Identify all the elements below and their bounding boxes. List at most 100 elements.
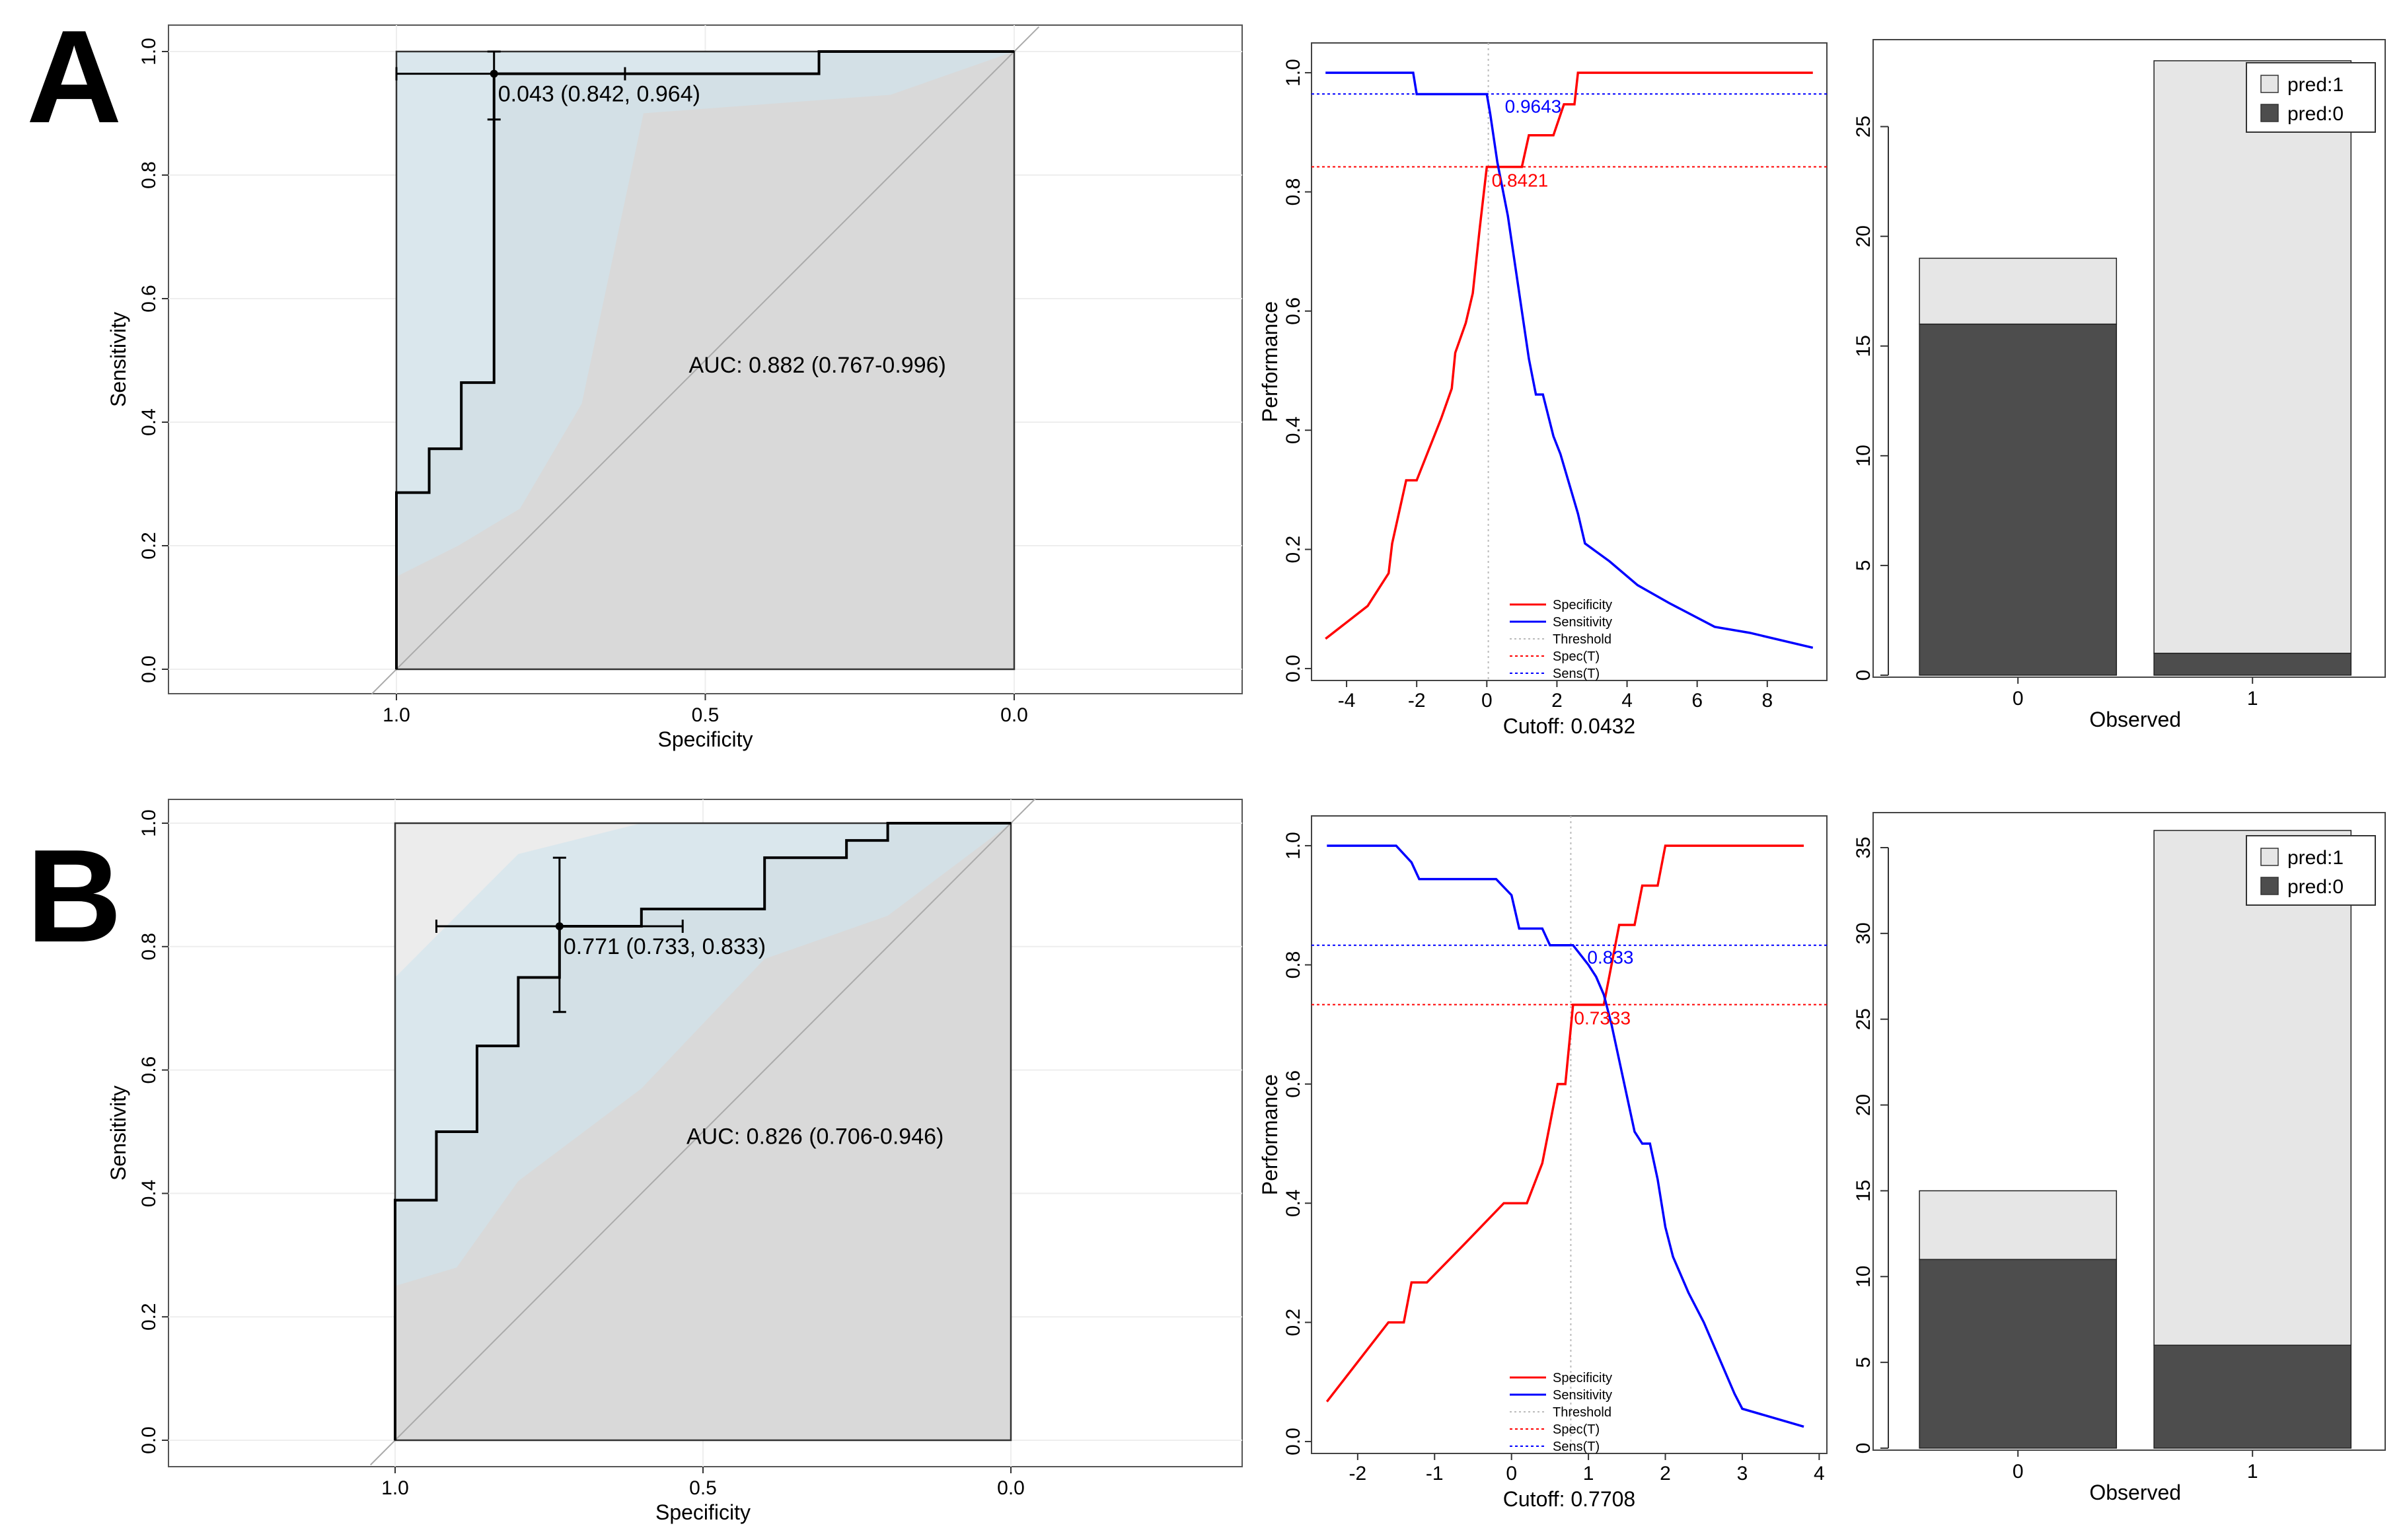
legend-swatch: [2260, 75, 2279, 93]
y-tick-label: 1.0: [1282, 832, 1304, 860]
legend-label: Spec(T): [1553, 649, 1600, 664]
auc-label: AUC: 0.826 (0.706-0.946): [686, 1124, 944, 1150]
y-tick-label: 35: [1853, 836, 1874, 858]
legend-label: Sens(T): [1553, 1440, 1600, 1454]
x-axis-title: Observed: [2089, 1481, 2181, 1504]
x-tick-label: 8: [1761, 690, 1773, 712]
y-tick-label: 20: [1853, 225, 1874, 247]
x-tick-label: -4: [1338, 690, 1356, 712]
x-tick-label: -2: [1349, 1463, 1367, 1485]
x-axis-title: Observed: [2089, 708, 2181, 731]
y-tick-label: 0.6: [138, 285, 160, 312]
roc-inner-frame: [395, 50, 1016, 671]
legend-label: Threshold: [1553, 632, 1611, 647]
x-tick-label: -1: [1426, 1463, 1444, 1485]
legend-swatch: [2260, 104, 2279, 122]
panel-label-a: A: [26, 3, 122, 151]
bar-pred-1-0: [1919, 1190, 2118, 1261]
y-tick-label: 15: [1853, 335, 1874, 357]
x-tick-label: 0.0: [997, 1477, 1025, 1499]
x-tick-label: 0: [1481, 690, 1493, 712]
x-tick-label: -2: [1408, 690, 1426, 712]
x-tick-label: 0: [1506, 1463, 1517, 1485]
x-axis-title: Cutoff: 0.0432: [1503, 714, 1635, 738]
legend-label: Specificity: [1553, 1371, 1612, 1385]
bar-pred-1-0: [1919, 258, 2118, 325]
y-tick-label: 25: [1853, 1008, 1874, 1030]
legend-label: Sensitivity: [1553, 615, 1612, 630]
bar-pred-0-0: [1919, 323, 2118, 676]
threshold-label: 0.771 (0.733, 0.833): [564, 934, 766, 959]
x-axis-title: Cutoff: 0.7708: [1503, 1487, 1635, 1511]
x-tick-label: 0.5: [689, 1477, 717, 1499]
chance-diagonal: [370, 797, 1036, 1466]
y-tick-label: 0.4: [138, 408, 160, 436]
spec-t-label: 0.7333: [1574, 1008, 1631, 1029]
bar-pred-1-1: [2153, 60, 2352, 654]
x-tick-label: 0.0: [1000, 704, 1028, 726]
y-tick-label: 0: [1853, 670, 1874, 681]
legend-label: Spec(T): [1553, 1422, 1600, 1437]
y-tick-label: 0.0: [1282, 655, 1304, 682]
y-axis-title: Performance: [1258, 1074, 1282, 1195]
x-tick-label: 2: [1551, 690, 1563, 712]
y-tick-label: 0.8: [1282, 951, 1304, 979]
roc-plot: 0.771 (0.733, 0.833) AUC: 0.826 (0.706-0.…: [106, 797, 1243, 1524]
y-tick-label: 0.8: [138, 933, 160, 961]
bar-pred-0-1: [2153, 653, 2352, 676]
spec-t-label: 0.8421: [1492, 170, 1549, 190]
x-axis-title: Specificity: [657, 727, 753, 751]
y-tick-label: 0.4: [1282, 416, 1304, 444]
y-tick-label: 15: [1853, 1180, 1874, 1202]
y-tick-label: 1.0: [138, 809, 160, 837]
x-tick-label: 0.5: [692, 704, 720, 726]
legend-swatch: [2260, 877, 2279, 895]
y-tick-label: 1.0: [138, 38, 160, 65]
panel-label-b: B: [26, 823, 122, 970]
x-tick-label: 6: [1691, 690, 1703, 712]
series-line-specificity: [1325, 844, 1804, 1403]
y-tick-label: 0.2: [138, 532, 160, 560]
y-tick-label: 5: [1853, 560, 1874, 571]
x-tick-label: 4: [1621, 690, 1633, 712]
y-tick-label: 10: [1853, 445, 1874, 466]
legend-label: pred:1: [2287, 847, 2344, 869]
y-tick-label: 0.6: [1282, 1070, 1304, 1098]
x-axis-title: Specificity: [655, 1500, 751, 1524]
performance-plot: 0.7333 0.833 -2 -1 0 1 2 3 4 0.0 0.2 0.4 0.6 0.8 1.0 Cu…: [1258, 815, 1828, 1511]
chance-diagonal: [371, 26, 1040, 695]
y-tick-label: 0: [1853, 1443, 1874, 1454]
y-tick-label: 0.6: [1282, 297, 1304, 325]
x-tick-label: 1: [2247, 1461, 2258, 1483]
ci-band: [395, 823, 1011, 1286]
bar-pred-0-0: [1919, 1259, 2118, 1449]
roc-inner-frame: [394, 822, 1012, 1442]
y-tick-label: 25: [1853, 116, 1874, 137]
y-tick-label: 5: [1853, 1357, 1874, 1368]
legend-label: Specificity: [1553, 598, 1612, 612]
y-tick-label: 0.0: [138, 655, 160, 683]
x-tick-label: 1.0: [383, 704, 410, 726]
x-tick-label: 4: [1814, 1463, 1825, 1485]
legend-label: Threshold: [1553, 1405, 1611, 1420]
perf-frame: [1311, 815, 1828, 1454]
sens-t-label: 0.9643: [1505, 96, 1562, 116]
y-tick-label: 0.2: [138, 1303, 160, 1331]
y-tick-label: 0.4: [1282, 1189, 1304, 1217]
legend-label: pred:1: [2287, 74, 2344, 96]
x-tick-label: 2: [1660, 1463, 1671, 1485]
legend-label: Sensitivity: [1553, 1388, 1612, 1403]
y-tick-label: 10: [1853, 1266, 1874, 1288]
y-tick-label: 0.0: [138, 1426, 160, 1454]
y-axis-title: Performance: [1258, 301, 1282, 422]
y-axis-title: Sensitivity: [106, 312, 130, 407]
auc-label: AUC: 0.882 (0.767-0.996): [689, 353, 946, 378]
y-tick-label: 0.6: [138, 1056, 160, 1084]
bar-pred-1-1: [2153, 830, 2352, 1346]
y-tick-label: 0.0: [1282, 1428, 1304, 1455]
legend-label: Sens(T): [1553, 667, 1600, 681]
legend-swatch: [2260, 848, 2279, 866]
y-tick-label: 0.4: [138, 1180, 160, 1208]
